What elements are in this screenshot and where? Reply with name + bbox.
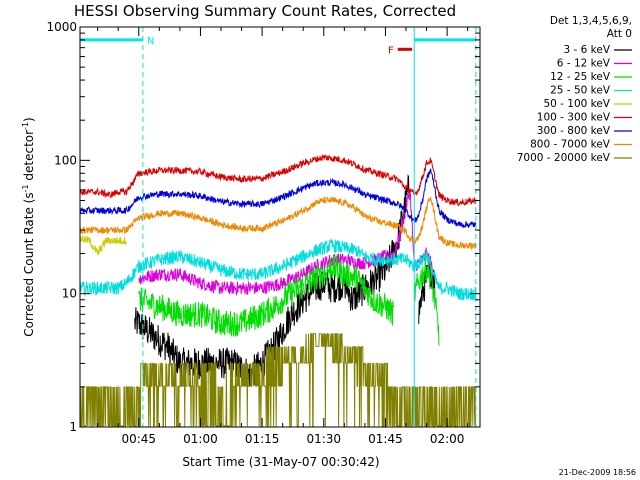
legend-label-5: 100 - 300 keV <box>537 112 611 124</box>
x-tick-label: 01:30 <box>306 432 341 446</box>
legend-label-3: 25 - 50 keV <box>550 85 611 97</box>
plot-frame <box>79 26 481 428</box>
x-tick-label: 01:00 <box>183 432 218 446</box>
legend: Det 1,3,4,5,6,9, Att 0 3 - 6 keV 6 - 12 k… <box>517 15 632 164</box>
legend-label-2: 12 - 25 keV <box>550 71 611 83</box>
x-tick-label: 02:00 <box>430 432 465 446</box>
series-line-3 <box>79 238 477 302</box>
series-line-4 <box>79 235 127 256</box>
series-line-2 <box>138 254 440 346</box>
y-axis-label: Corrected Count Rate (s-1 detector-1) <box>21 117 36 336</box>
flag-layer: NF <box>79 27 477 427</box>
x-tick-label: 01:15 <box>245 432 280 446</box>
timestamp-stamp: 21-Dec-2009 18:56 <box>559 468 636 477</box>
legend-label-0: 3 - 6 keV <box>563 44 610 56</box>
flag-label-F: F <box>388 45 394 56</box>
y-tick-label: 100 <box>54 153 77 167</box>
y-axis-label-sup1: -1 <box>21 184 30 192</box>
series-line-5 <box>79 153 477 207</box>
series-line-7 <box>79 196 477 251</box>
y-tick-label: 1000 <box>46 20 77 34</box>
legend-header-line-1: Det 1,3,4,5,6,9, <box>550 15 632 27</box>
axis-layer: 00:45 01:00 01:15 01:30 01:45 02:00 1 10 100 1000 <box>46 20 480 446</box>
y-axis-label-sup2: -1 <box>21 122 30 130</box>
plot-data <box>79 153 477 428</box>
legend-label-1: 6 - 12 keV <box>557 58 611 70</box>
x-tick-label: 01:45 <box>368 432 403 446</box>
y-tick-label: 10 <box>62 287 77 301</box>
y-tick-label: 1 <box>69 420 77 434</box>
y-axis-label-main: Corrected Count Rate (s <box>22 192 36 336</box>
y-axis-label-mid: detector <box>22 130 36 185</box>
legend-header-line-2: Att 0 <box>607 28 632 40</box>
series-line-1 <box>138 188 436 297</box>
legend-label-8: 7000 - 20000 keV <box>517 152 611 164</box>
x-axis-label: Start Time (31-May-07 00:30:42) <box>182 455 379 469</box>
legend-label-4: 50 - 100 keV <box>543 98 610 110</box>
legend-label-7: 800 - 7000 keV <box>530 139 611 151</box>
x-tick-label: 00:45 <box>121 432 156 446</box>
series-line-8 <box>79 333 476 428</box>
legend-label-6: 300 - 800 keV <box>537 125 611 137</box>
chart-title: HESSI Observing Summary Count Rates, Cor… <box>74 2 456 20</box>
flag-label-N: N <box>147 36 154 47</box>
y-axis-label-end: ) <box>22 117 36 122</box>
series-line-6 <box>79 168 477 228</box>
